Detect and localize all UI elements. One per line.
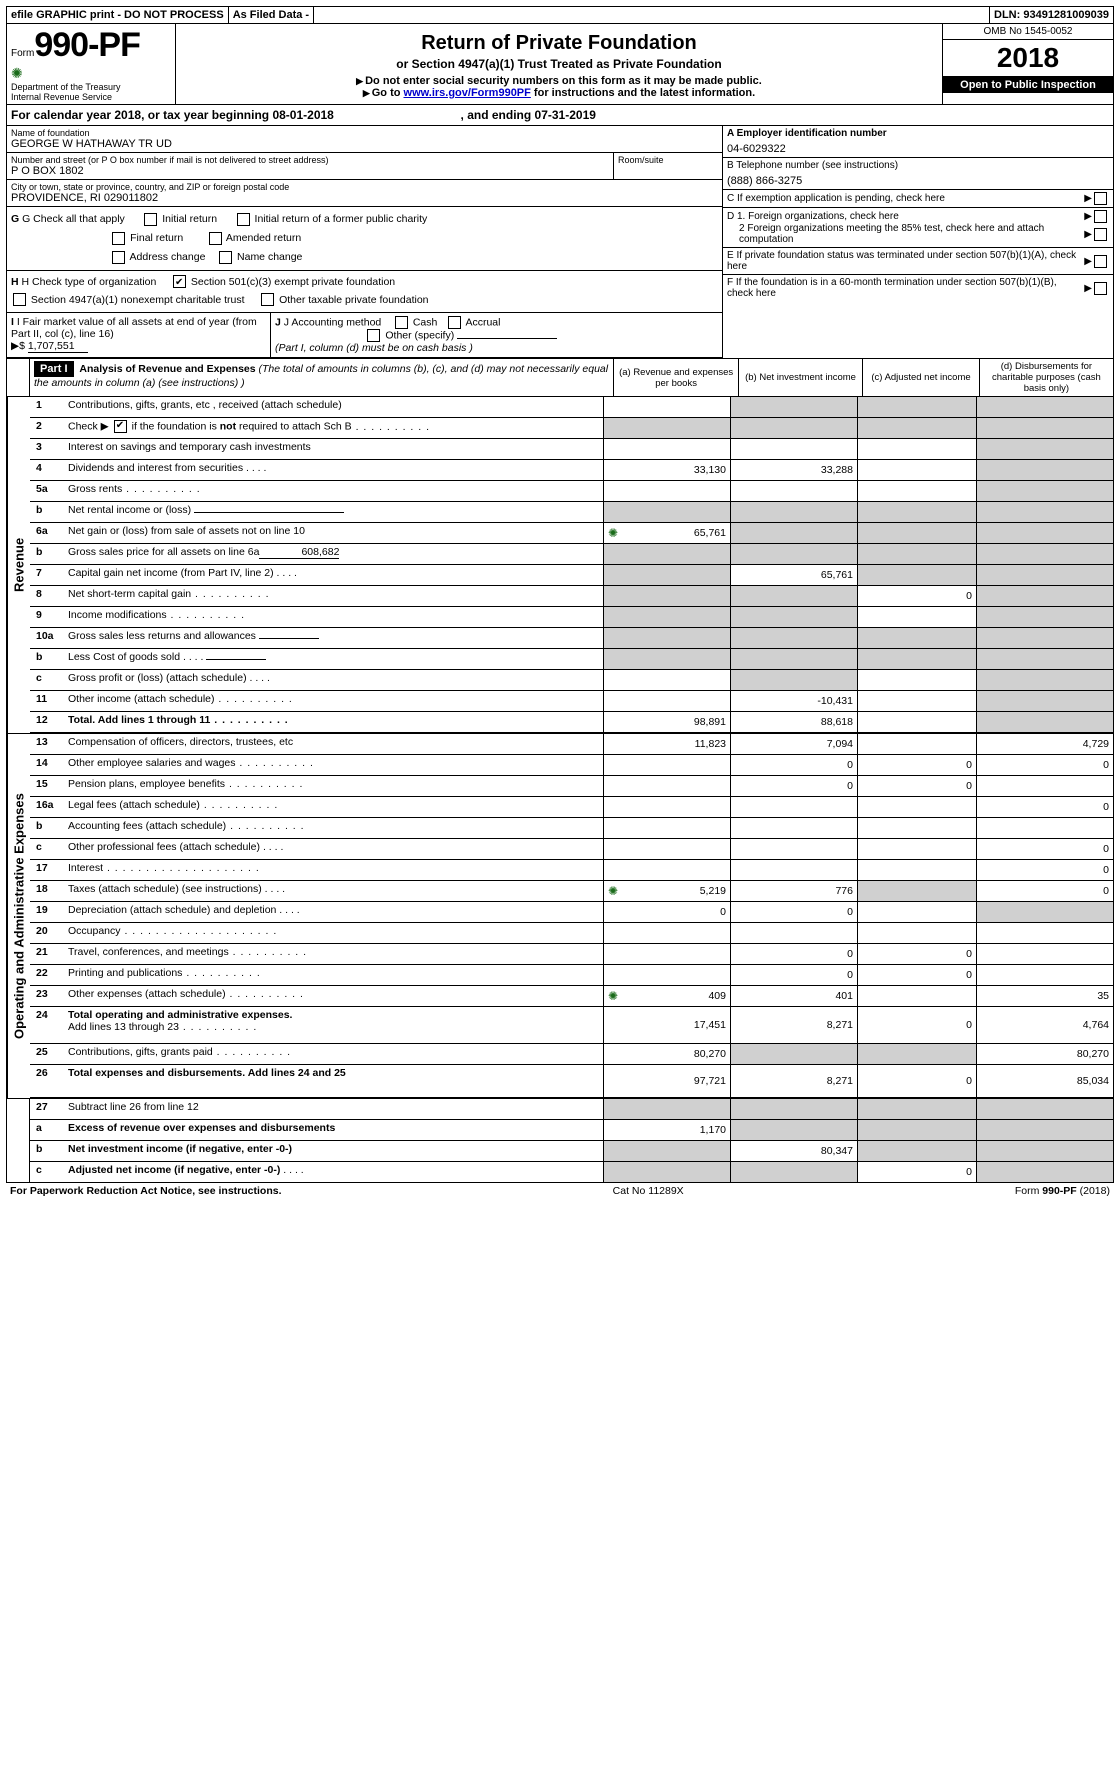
money-icon[interactable]: ✺ (608, 989, 618, 1003)
ck-4947[interactable] (13, 293, 26, 306)
money-icon[interactable]: ✺ (608, 884, 618, 898)
d-cell: D 1. Foreign organizations, check here ▶… (723, 208, 1113, 248)
col-d-hdr: (d) Disbursements for charitable purpose… (980, 359, 1113, 396)
blank-mid (314, 7, 990, 23)
revenue-label: Revenue (7, 397, 30, 733)
info-left: Name of foundation GEORGE W HATHAWAY TR … (7, 126, 722, 358)
ck-c[interactable] (1094, 192, 1107, 205)
c-cell: C If exemption application is pending, c… (723, 190, 1113, 208)
ck-e[interactable] (1094, 255, 1107, 268)
form-title: Return of Private Foundation (182, 32, 936, 55)
expenses-label: Operating and Administrative Expenses (7, 734, 30, 1098)
col-b-hdr: (b) Net investment income (739, 359, 863, 396)
header-left: Form990-PF ✺ Department of the Treasury … (7, 24, 176, 104)
money-icon[interactable]: ✺ (608, 526, 618, 540)
efile-notice: efile GRAPHIC print - DO NOT PROCESS (7, 7, 229, 23)
dln: DLN: 93491281009039 (990, 7, 1113, 23)
tax-year: 2018 (943, 40, 1113, 77)
ck-address[interactable] (112, 251, 125, 264)
col-a-hdr: (a) Revenue and expenses per books (614, 359, 738, 396)
ck-f[interactable] (1094, 282, 1107, 295)
ck-final[interactable] (112, 232, 125, 245)
omb: OMB No 1545-0052 (943, 24, 1113, 40)
calendar-year-row: For calendar year 2018, or tax year begi… (7, 105, 1113, 126)
footer: For Paperwork Reduction Act Notice, see … (6, 1183, 1114, 1199)
header-right: OMB No 1545-0052 2018 Open to Public Ins… (942, 24, 1113, 104)
dept: Department of the Treasury (11, 82, 171, 92)
part1-title: Part I Analysis of Revenue and Expenses … (7, 359, 614, 396)
as-filed: As Filed Data - (229, 7, 314, 23)
irs: Internal Revenue Service (11, 92, 171, 102)
ck-amended[interactable] (209, 232, 222, 245)
recycle-icon: ✺ (11, 65, 171, 82)
form-subtitle: or Section 4947(a)(1) Trust Treated as P… (182, 57, 936, 71)
ck-501c3[interactable] (173, 275, 186, 288)
ck-d1[interactable] (1094, 210, 1107, 223)
info-grid: Name of foundation GEORGE W HATHAWAY TR … (7, 126, 1113, 359)
part1-header-row: Part I Analysis of Revenue and Expenses … (7, 359, 1113, 397)
ck-cash[interactable] (395, 316, 408, 329)
ein-cell: A Employer identification number 04-6029… (723, 126, 1113, 158)
section-j: J J Accounting method Cash Accrual Other… (271, 313, 722, 357)
section-ij: I I Fair market value of all assets at e… (7, 313, 722, 358)
note2: Go to www.irs.gov/Form990PF for instruct… (182, 87, 936, 99)
section-i: I I Fair market value of all assets at e… (7, 313, 271, 357)
room-cell: Room/suite (614, 153, 722, 179)
ck-other-tax[interactable] (261, 293, 274, 306)
ck-accrual[interactable] (448, 316, 461, 329)
foundation-name-cell: Name of foundation GEORGE W HATHAWAY TR … (7, 126, 722, 153)
form-number: Form990-PF (11, 26, 171, 65)
ck-schb[interactable] (114, 420, 127, 433)
section-g: G G Check all that apply Initial return … (7, 207, 722, 271)
ck-initial-former[interactable] (237, 213, 250, 226)
city-cell: City or town, state or province, country… (7, 180, 722, 207)
line27-section: 27Subtract line 26 from line 12 aExcess … (7, 1099, 1113, 1182)
expenses-section: Operating and Administrative Expenses 13… (7, 734, 1113, 1099)
ck-name[interactable] (219, 251, 232, 264)
phone-cell: B Telephone number (see instructions) (8… (723, 158, 1113, 190)
ck-initial[interactable] (144, 213, 157, 226)
col-c-hdr: (c) Adjusted net income (863, 359, 980, 396)
ck-other-method[interactable] (367, 329, 380, 342)
open-inspection: Open to Public Inspection (943, 77, 1113, 93)
top-bar: efile GRAPHIC print - DO NOT PROCESS As … (7, 7, 1113, 24)
irs-link[interactable]: www.irs.gov/Form990PF (404, 87, 531, 99)
form-990pf: efile GRAPHIC print - DO NOT PROCESS As … (6, 6, 1114, 1183)
note1: Do not enter social security numbers on … (182, 75, 936, 87)
section-h: H H Check type of organization Section 5… (7, 271, 722, 314)
header: Form990-PF ✺ Department of the Treasury … (7, 24, 1113, 105)
address-cell: Number and street (or P O box number if … (7, 153, 614, 179)
revenue-section: Revenue 1Contributions, gifts, grants, e… (7, 397, 1113, 734)
address-row: Number and street (or P O box number if … (7, 153, 722, 180)
f-cell: F If the foundation is in a 60-month ter… (723, 275, 1113, 301)
info-right: A Employer identification number 04-6029… (722, 126, 1113, 358)
header-mid: Return of Private Foundation or Section … (176, 24, 942, 104)
e-cell: E If private foundation status was termi… (723, 248, 1113, 275)
ck-d2[interactable] (1094, 228, 1107, 241)
